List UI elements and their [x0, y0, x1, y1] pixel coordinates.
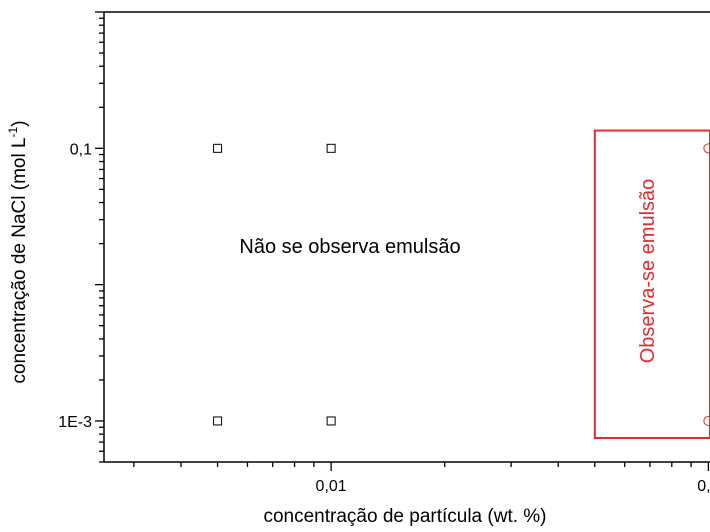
axis-ticks [95, 11, 710, 471]
circle-data-point [703, 415, 710, 426]
y-axis-label-main: concentração de NaCl (mol L [9, 137, 30, 383]
circle-data-point [703, 143, 710, 154]
x-axis-label: concentração de partícula (wt. %) [263, 506, 546, 527]
square-data-point [326, 416, 336, 426]
square-data-point [326, 143, 336, 153]
axis-tick-labels: 0,01 0,1 1E-3 0,1 [58, 141, 710, 495]
square-data-point [213, 416, 223, 426]
y-tick-label: 0,1 [70, 141, 92, 158]
y-axis-label-close: ) [9, 120, 30, 126]
emulsion-region-box [593, 129, 710, 439]
square-data-point [213, 143, 223, 153]
data-points [213, 143, 710, 426]
y-axis-label-superscript: -1 [6, 126, 20, 137]
x-tick-label: 0,1 [697, 478, 710, 495]
y-tick-label: 1E-3 [58, 414, 92, 431]
emulsion-annotation: Observa-se emulsão [637, 179, 659, 364]
x-tick-label: 0,01 [316, 478, 347, 495]
y-axis-label: concentração de NaCl (mol L-1) [6, 120, 30, 383]
no-emulsion-annotation: Não se observa emulsão [239, 236, 460, 258]
